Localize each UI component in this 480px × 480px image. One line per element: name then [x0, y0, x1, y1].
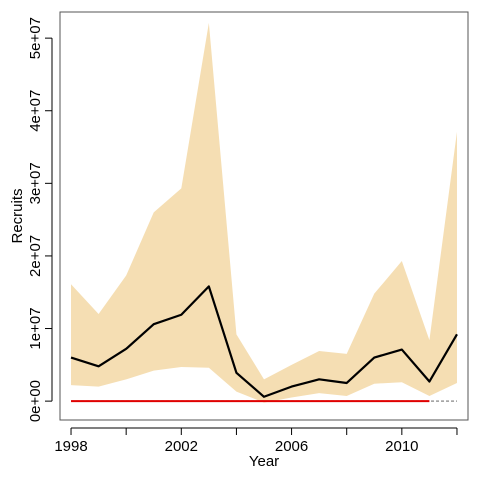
plot-frame [59, 11, 469, 421]
y-axis-title: Recruits [9, 188, 26, 243]
recruits-line [70, 285, 458, 398]
x-tick-label: 2010 [385, 438, 418, 455]
x-tick-label: 2002 [165, 438, 198, 455]
y-tick-label: 1e+07 [27, 307, 44, 349]
y-tick-label: 5e+07 [27, 17, 44, 59]
x-axis-title: Year [249, 453, 279, 470]
y-tick-label: 4e+07 [27, 90, 44, 132]
y-tick-label: 3e+07 [27, 162, 44, 204]
y-tick-label: 0e+00 [27, 380, 44, 422]
y-tick-label: 2e+07 [27, 235, 44, 277]
confidence-band-area [71, 22, 457, 403]
x-tick-label: 1998 [54, 438, 87, 455]
confidence-band [71, 22, 457, 403]
y-axis: 0e+00 1e+07 2e+07 3e+07 4e+07 5e+07 [27, 17, 53, 422]
x-axis: 1998 2002 2006 2010 [54, 427, 458, 455]
x-tick-label: 2006 [275, 438, 308, 455]
